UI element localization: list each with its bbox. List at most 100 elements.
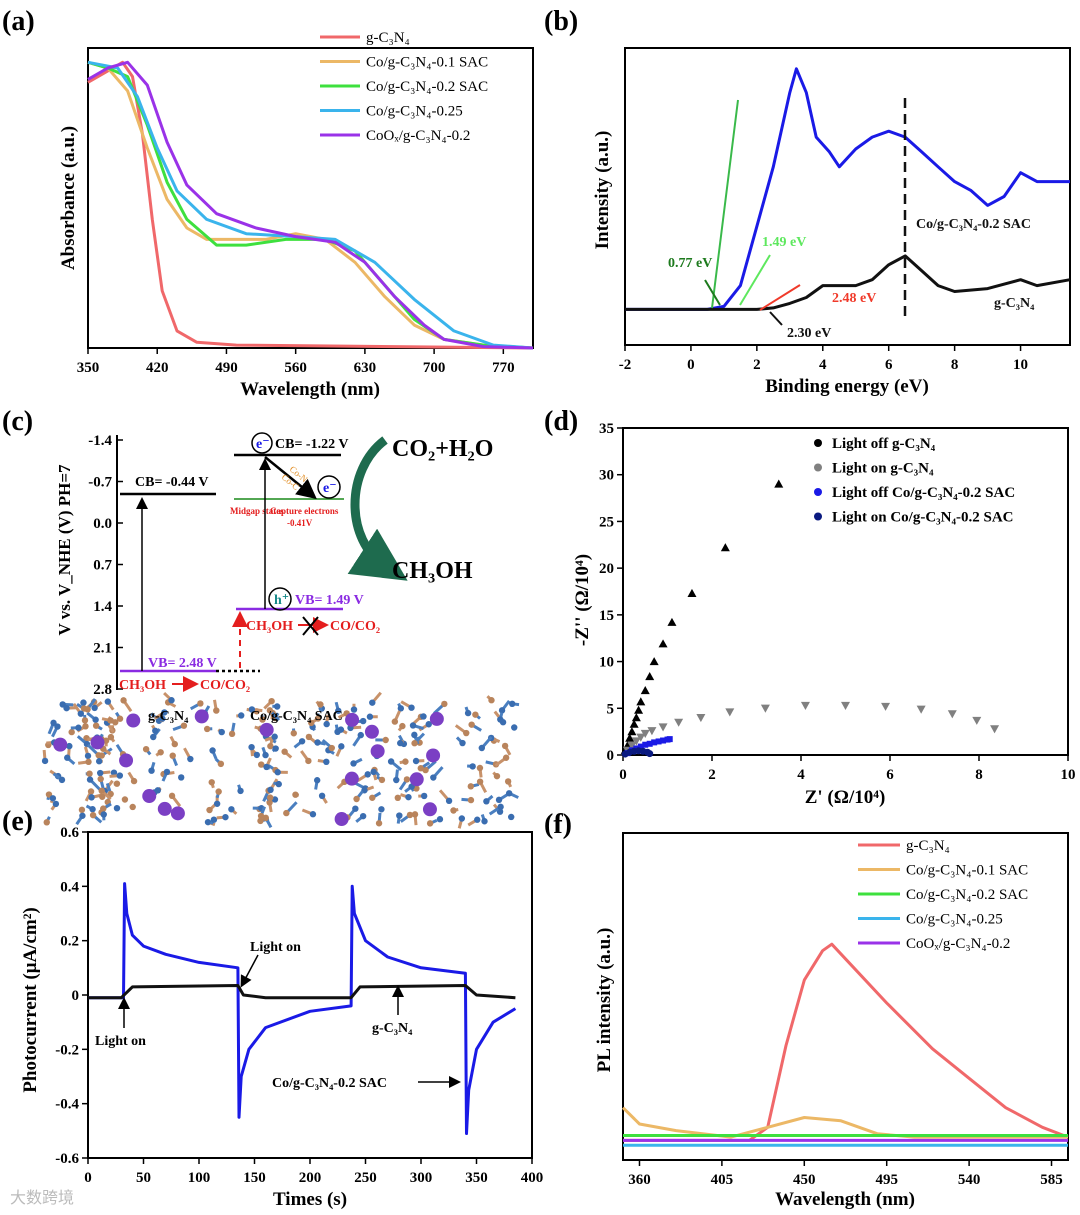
d-legend-label: Light on Co/g-C₃N₄-0.2 SAC bbox=[832, 510, 1014, 526]
crystal-atom bbox=[88, 794, 95, 801]
f-legend-label: Co/g-C₃N₄-0.1 SAC bbox=[906, 863, 1028, 879]
crystal-atom bbox=[474, 816, 481, 823]
a-legend-label: Co/g-C₃N₄-0.25 bbox=[366, 104, 463, 120]
crystal-atom bbox=[420, 792, 428, 800]
f-xlabel: Wavelength (nm) bbox=[775, 1189, 915, 1210]
a-series-line bbox=[87, 60, 534, 350]
watermark-logo: 大数跨境 bbox=[10, 1188, 74, 1207]
crystal-atom bbox=[359, 717, 367, 725]
cobalt-atom bbox=[409, 772, 424, 787]
crystal-atom bbox=[169, 752, 176, 759]
band-diagram: -1.4 -0.7 0.0 0.7 1.4 2.1 2.8 V vs. V_NHE (V) … bbox=[41, 432, 520, 829]
f-x-tick-label: 495 bbox=[875, 1172, 898, 1188]
c-y-tick-label: 2.1 bbox=[93, 641, 112, 657]
crystal-atom bbox=[450, 807, 457, 814]
chart-d: 0 2 4 6 8 10 0 5 10 15 20 25 30 35 Light off g-C₃N₄ Lig… bbox=[599, 421, 1076, 783]
crystal-atom bbox=[215, 788, 222, 795]
crystal-atom bbox=[467, 783, 475, 790]
f-ylabel: PL intensity (a.u.) bbox=[594, 928, 615, 1073]
d-data-point bbox=[634, 705, 644, 714]
d-y-tick-label: 5 bbox=[607, 701, 615, 717]
crystal-atom bbox=[263, 763, 270, 771]
d-x-tick-label: 8 bbox=[975, 767, 983, 783]
c-y-tick-label: 0.0 bbox=[93, 516, 112, 532]
crystal-atom bbox=[54, 723, 61, 730]
cobalt-atom bbox=[334, 812, 349, 827]
crystal-atom bbox=[399, 722, 406, 730]
d-data-point bbox=[647, 727, 657, 736]
c-y-tick-label: 0.7 bbox=[93, 558, 112, 574]
crystal-atom bbox=[253, 751, 261, 759]
crystal-atom bbox=[337, 726, 345, 733]
crystal-atom bbox=[378, 776, 386, 784]
crystal-atom bbox=[430, 774, 437, 781]
d-data-point bbox=[631, 737, 641, 746]
crystal-atom bbox=[66, 742, 73, 750]
d-data-point bbox=[649, 657, 659, 666]
crystal-atom bbox=[305, 733, 313, 741]
crystal-atom bbox=[262, 751, 269, 759]
c-y-ticks: -1.4 -0.7 0.0 0.7 1.4 2.1 2.8 bbox=[88, 433, 123, 698]
crystal-atom bbox=[397, 739, 404, 747]
cobalt-atom bbox=[170, 806, 185, 821]
crystal-atom bbox=[272, 745, 279, 752]
c-ox-right-from: CH₃OH bbox=[246, 619, 293, 634]
b-label-sac: Co/g-C₃N₄-0.2 SAC bbox=[916, 217, 1031, 232]
e-x-tick-label: 150 bbox=[243, 1170, 266, 1186]
panel-label-f: (f) bbox=[544, 809, 572, 840]
crystal-atom bbox=[98, 787, 105, 795]
e-series-line bbox=[88, 984, 516, 1000]
crystal-atom bbox=[148, 767, 155, 774]
e-y-tick-label: 0.6 bbox=[60, 825, 79, 841]
d-x-tick-label: 2 bbox=[708, 767, 716, 783]
d-data-point bbox=[841, 701, 850, 710]
d-data-point bbox=[760, 704, 770, 713]
crystal-atom bbox=[483, 798, 490, 805]
crystal-atom bbox=[213, 800, 221, 807]
crystal-atom bbox=[150, 733, 157, 741]
crystal-atom bbox=[64, 754, 71, 761]
a-x-tick-label: 490 bbox=[215, 360, 238, 376]
chart-f: 360 405 450 495 540 585 g-C₃N₄ Co/g-C₃N₄-0.1 SA… bbox=[621, 832, 1069, 1188]
crystal-atom bbox=[394, 794, 401, 802]
a-x-tick-label: 350 bbox=[77, 360, 100, 376]
b-tangent-sac bbox=[711, 99, 739, 309]
f-legend-label: Co/g-C₃N₄-0.25 bbox=[906, 912, 1003, 928]
crystal-atom bbox=[187, 755, 194, 763]
e-ann-g: g-C₃N₄ bbox=[372, 1021, 413, 1036]
d-y-tick-label: 15 bbox=[599, 608, 614, 624]
crystal-atom bbox=[228, 806, 235, 813]
cobalt-atom bbox=[422, 802, 437, 817]
crystal-atom bbox=[314, 715, 322, 722]
d-legend-marker bbox=[814, 463, 822, 472]
crystal-atom bbox=[130, 777, 138, 785]
crystal-atom bbox=[274, 769, 281, 776]
crystal-atom bbox=[476, 764, 484, 772]
a-xlabel: Wavelength (nm) bbox=[240, 379, 380, 400]
f-plot-frame bbox=[622, 832, 1069, 1161]
e-ann-light-on-1: Light on bbox=[95, 1034, 146, 1049]
crystal-atom bbox=[364, 771, 371, 778]
d-plot-frame bbox=[622, 427, 1069, 756]
b-ann-077: 0.77 eV bbox=[668, 256, 712, 271]
d-xlabel: Z' (Ω/10⁴) bbox=[805, 787, 886, 808]
d-data-point bbox=[774, 479, 784, 488]
crystal-atom bbox=[290, 730, 297, 737]
e-x-tick-label: 100 bbox=[188, 1170, 211, 1186]
cobalt-atom bbox=[194, 709, 209, 724]
cobalt-atom bbox=[426, 748, 441, 763]
crystal-atom bbox=[120, 697, 127, 704]
d-legend-marker bbox=[814, 488, 822, 496]
d-data-point bbox=[646, 750, 654, 758]
crystal-atom bbox=[218, 728, 225, 736]
crystal-atom bbox=[313, 777, 321, 784]
b-x-tick-label: 10 bbox=[1013, 357, 1028, 373]
crystal-atom bbox=[100, 811, 107, 818]
crystal-atom bbox=[405, 793, 412, 801]
c-blocked-cross-icon bbox=[302, 616, 319, 636]
c-capture-arrow bbox=[264, 456, 317, 500]
crystal-atom bbox=[459, 739, 466, 747]
d-legend-marker bbox=[814, 439, 822, 447]
crystal-atom bbox=[121, 796, 129, 803]
crystal-atom bbox=[116, 772, 124, 779]
